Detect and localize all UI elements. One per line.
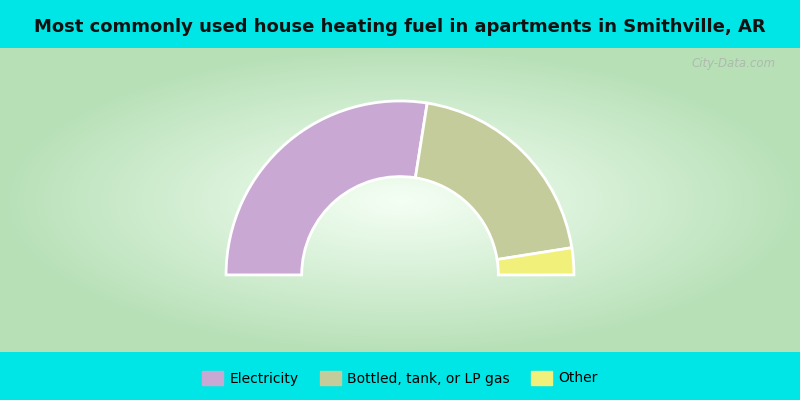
Text: Most commonly used house heating fuel in apartments in Smithville, AR: Most commonly used house heating fuel in… — [34, 18, 766, 36]
Wedge shape — [497, 248, 574, 275]
Legend: Electricity, Bottled, tank, or LP gas, Other: Electricity, Bottled, tank, or LP gas, O… — [196, 365, 604, 391]
Text: City-Data.com: City-Data.com — [692, 57, 776, 70]
Wedge shape — [226, 101, 427, 275]
Wedge shape — [415, 103, 572, 260]
